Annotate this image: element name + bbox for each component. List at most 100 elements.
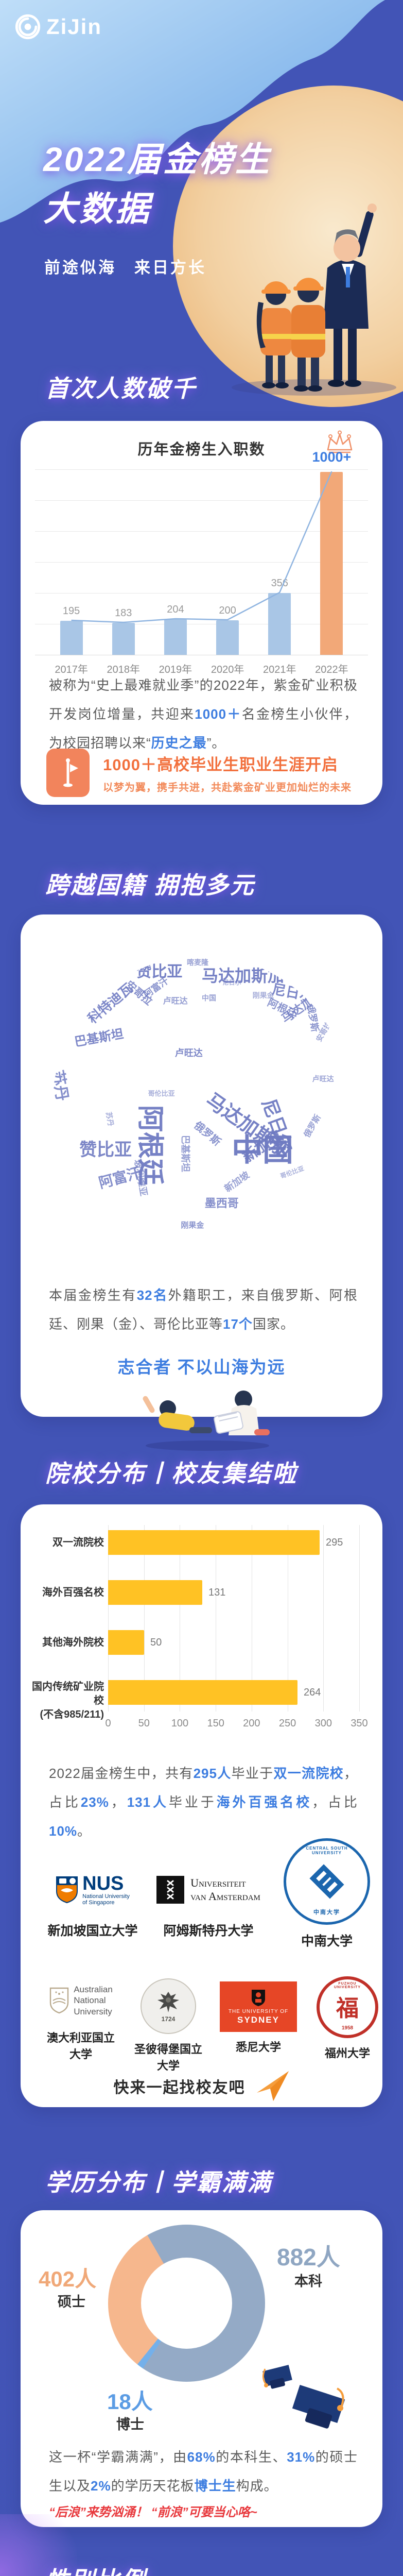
text-segment: 这一杯“学霸满满”，由 [49, 2449, 187, 2465]
wordcloud-country: 卢旺达 [312, 1075, 334, 1083]
wordcloud-country: 哥伦比亚 [279, 1165, 305, 1180]
callout-title: 1000＋高校毕业生职业生涯开启 [103, 756, 338, 774]
anu-line3: University [74, 2006, 112, 2016]
paper-plane-icon [256, 2071, 289, 2101]
text-segment: 32名 [136, 1287, 168, 1303]
nus-abbr: NUS [82, 1873, 124, 1894]
logo-anu: Australian National University 澳大利亚国立大学 [42, 1978, 119, 2063]
text-segment: ”。 [206, 735, 226, 751]
donut-hole [141, 2258, 232, 2349]
wordcloud-country: 卢旺达 [174, 1047, 203, 1058]
text-segment: 10% [49, 1823, 78, 1839]
logo-spbu: 1724 圣彼得堡国立大学 [130, 1978, 207, 2074]
category-label: 其他海外院校 [42, 1637, 104, 1648]
section4-paragraph: 这一杯“学霸满满”，由68%的本科生、31%的硕士生以及2%的学历天花板博士生构… [49, 2443, 358, 2501]
section-heading-gender: 性别比例 [45, 2562, 146, 2576]
cap-large [292, 2384, 345, 2429]
reader-lying [143, 1396, 212, 1433]
wordcloud-country: 新加坡 [222, 1169, 251, 1194]
uva-line2: van Amsterdam [190, 1890, 260, 1903]
hbar-value-label: 295 [326, 1537, 343, 1548]
phd-label: 博士 [116, 2417, 144, 2432]
x-tick-label: 0 [105, 1718, 111, 1729]
hbar-value-label: 264 [304, 1687, 321, 1698]
bachelor-label: 本科 [294, 2274, 322, 2289]
wordcloud-country: 俄罗斯 [305, 1003, 321, 1033]
text-segment: 博士生 [194, 2478, 236, 2494]
bar-2017年 [60, 621, 83, 655]
bar-value-label: 200 [219, 605, 236, 616]
section-heading-first-thousand: 首次人数破千 [45, 375, 197, 402]
flag-icon [46, 749, 90, 797]
logo-sydney: THE UNIVERSITY OF SYDNEY 悉尼大学 [217, 1981, 300, 2056]
country-wordcloud-globe: 赞比亚 马达加斯加 尼日尔 喀麦隆 阿富汗 科特迪瓦 卢旺达 安哥拉 中国 阿根廷 马达加斯加 俄罗斯… [52, 956, 351, 1255]
wordcloud-country: 苏丹 [52, 1069, 71, 1103]
wordcloud-country: 俄罗斯 [303, 1113, 323, 1139]
card-school-distribution: 0 50 100 150 200 250 300 350 双一流院校 295 海外百强名校 131 其他… [21, 1504, 382, 2107]
bar-2022年 [320, 472, 343, 655]
zijin-logo: ZiJin [14, 13, 102, 40]
spbu-year: 1724 [161, 2015, 176, 2023]
text-segment: 毕业于 [231, 1766, 274, 1781]
anu-shield-icon [49, 1987, 69, 2014]
hbar-双一流院校 [108, 1530, 320, 1555]
text-segment: 68% [187, 2449, 216, 2465]
x-axis-label: 2021年 [263, 664, 296, 675]
category-label: 海外百强名校 [42, 1587, 104, 1598]
text-segment: ，占比 [312, 1794, 358, 1810]
logo-csu: CENTRAL SOUTH UNIVERSITY 中南大学 中南大学 [281, 1838, 373, 1951]
text-segment: 外籍职工，来自俄罗斯、阿根廷、刚果（金）、哥伦比亚等 [49, 1287, 358, 1332]
x-tick-label: 150 [207, 1718, 224, 1729]
text-segment: 31% [287, 2449, 316, 2465]
wordcloud-country: 赞比亚 [136, 963, 183, 981]
text-segment: 17个 [223, 1316, 253, 1332]
wordcloud-country: 苏丹 [104, 1111, 115, 1127]
wordcloud-country: 刚果金 [252, 991, 274, 999]
card-hiring-trend: 历年金榜生入职数 195 2017年 183 2018年 204 2019年 200 2020… [21, 421, 382, 805]
worker-male [291, 278, 325, 392]
master-label: 硕士 [58, 2294, 85, 2310]
x-tick-label: 300 [314, 1718, 332, 1729]
title-line1: 2022届金榜生 [43, 140, 271, 178]
csu-inner-text: 中南大学 [313, 1909, 340, 1916]
bar-value-label: 356 [271, 578, 288, 589]
bar-2019年 [164, 619, 187, 655]
section3-paragraph: 2022届金榜生中，共有295人毕业于双一流院校，占比23%，131人毕业于海外… [49, 1759, 358, 1846]
text-segment: 的学历天花板 [111, 2478, 195, 2494]
nus-sub1: National University [82, 1893, 130, 1900]
text-segment: ，占比 [49, 1766, 358, 1810]
bar-2018年 [112, 623, 135, 655]
cap-small [262, 2365, 292, 2389]
bachelor-count: 882人 [277, 2244, 340, 2270]
anu-line1: Australian [74, 1985, 113, 1995]
text-segment: ， [109, 1794, 127, 1810]
crown-icon [327, 430, 353, 453]
text-segment: 295人 [193, 1766, 232, 1781]
title-line2: 大数据 [43, 189, 151, 228]
text-segment: 名金榜生小伙伴，为校园招聘以来“ [49, 706, 358, 751]
school-name-zh: 新加坡国立大学 [47, 1924, 138, 1938]
wordcloud-country: 巴基斯坦 [180, 1135, 190, 1172]
school-name-zh: 悉尼大学 [235, 2041, 281, 2054]
text-segment: 1000＋ [195, 706, 242, 722]
section-heading-education: 学历分布丨学霸满满 [45, 2169, 272, 2196]
logo-fzu: FUZHOU UNIVERSITY 福 1958 福州大学 [309, 1976, 386, 2062]
zijin-spiral-icon [15, 14, 41, 40]
school-name-zh: 阿姆斯特丹大学 [163, 1924, 254, 1938]
section2-paragraph: 本届金榜生有32名外籍职工，来自俄罗斯、阿根廷、刚果（金）、哥伦比亚等17个国家… [49, 1281, 358, 1339]
text-segment: 131人 [127, 1794, 169, 1810]
text-segment: 国家。 [252, 1316, 294, 1332]
wordcloud-country: 墨西哥 [204, 1196, 239, 1210]
text-segment: 海外百强名校 [216, 1794, 312, 1810]
text-segment: 的硕士生以及 [49, 2449, 358, 2494]
wordcloud-country: 马达加斯加 [202, 967, 285, 986]
uva-crosses-icon [156, 1876, 185, 1904]
readers-illustration [143, 1391, 270, 1451]
x-tick-label: 50 [138, 1718, 150, 1729]
logo-uva: Universiteit van Amsterdam 阿姆斯特丹大学 [152, 1865, 265, 1940]
sydney-line1: THE UNIVERSITY OF [228, 2008, 289, 2014]
phd-count: 18人 [107, 2389, 153, 2414]
wordcloud-country: 卢旺达 [163, 997, 188, 1006]
card-education-distribution: 402人 硕士 882人 本科 18人 博士 这一杯“学霸满满”，由68%的本科… [21, 2210, 382, 2527]
